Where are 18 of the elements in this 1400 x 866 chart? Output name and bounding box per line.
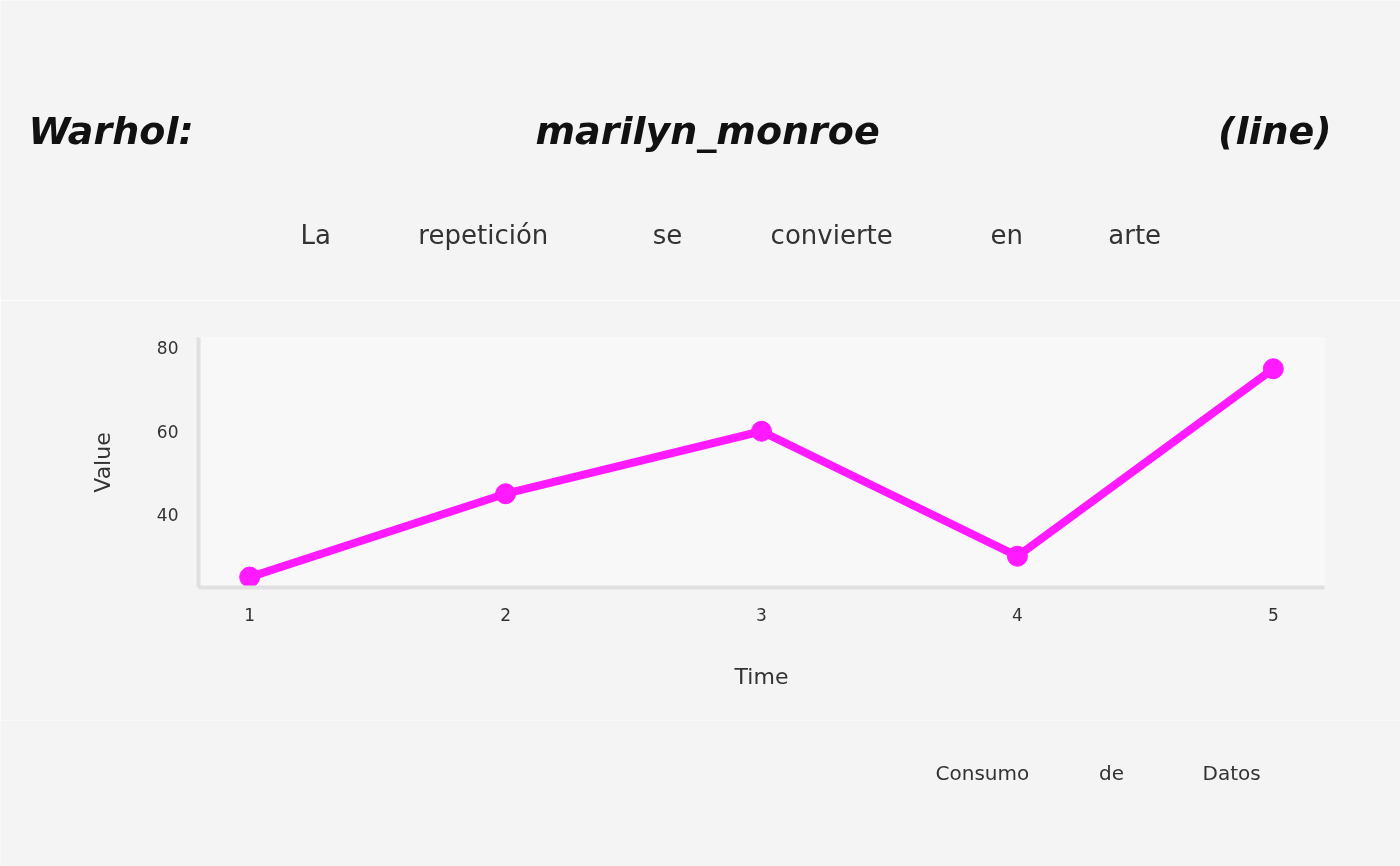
point (239, 566, 261, 588)
point (1262, 358, 1284, 380)
chart-title: Warhol: marilyn_monroe (line) (28, 108, 1332, 153)
x-tick-label: 4 (1012, 604, 1023, 625)
x-axis-title: Time (733, 663, 789, 689)
text: Consumo de Datos (935, 760, 1261, 785)
y-axis-title: Value (89, 432, 115, 493)
y-tick-label: 40 (156, 505, 179, 526)
x-tick-label: 2 (500, 604, 512, 625)
point (495, 483, 517, 505)
point (751, 420, 772, 442)
text: La repetición se convierte en arte (300, 219, 1162, 250)
x-tick-label: 5 (1267, 604, 1279, 625)
y-tick-label: 60 (156, 421, 179, 442)
point (1006, 545, 1028, 567)
y-tick-label: 80 (156, 338, 179, 359)
x-tick-label: 1 (244, 604, 256, 625)
x-tick-label: 3 (756, 604, 767, 625)
